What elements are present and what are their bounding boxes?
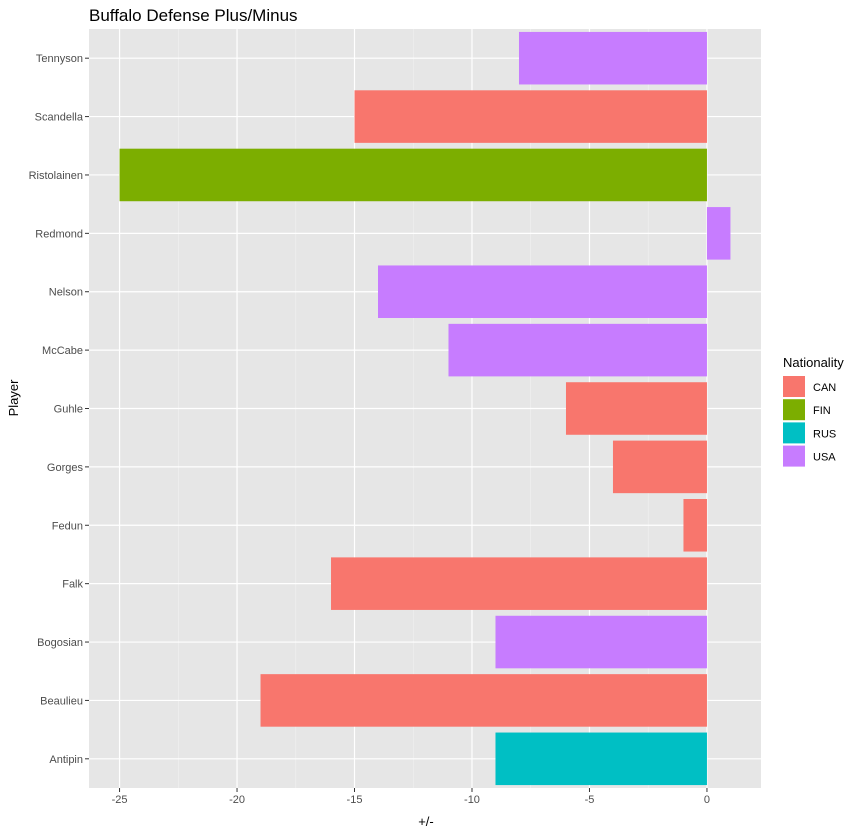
legend-label: FIN: [813, 405, 831, 417]
y-tick-label: Falk: [62, 579, 83, 591]
y-tick-label: Gorges: [47, 462, 84, 474]
x-axis-title: +/-: [418, 814, 434, 829]
x-tick-label: -20: [229, 794, 245, 806]
legend-title: Nationality: [783, 355, 844, 370]
legend: Nationality CAN FIN RUS USA: [783, 355, 844, 467]
bar-gorges: [612, 440, 707, 494]
legend-label: RUS: [813, 428, 836, 440]
legend-key-rus: [783, 422, 805, 444]
bar-redmond: [706, 207, 731, 260]
y-tick-label: Bogosian: [37, 637, 83, 649]
y-axis-title: Player: [6, 379, 21, 417]
y-tick-label: Ristolainen: [29, 170, 83, 182]
bar-fedun: [683, 498, 707, 552]
bar-antipin: [495, 732, 707, 786]
y-tick-label: Fedun: [52, 520, 83, 532]
bars: [119, 31, 731, 786]
bar-scandella: [354, 90, 707, 143]
y-tick-label: Beaulieu: [40, 695, 83, 707]
bar-bogosian: [495, 615, 707, 669]
x-tick-label: -15: [347, 794, 363, 806]
y-axis-ticks: Tennyson Scandella Ristolainen Redmond Nelso…: [29, 53, 89, 766]
y-tick-label: McCabe: [42, 345, 83, 357]
bar-beaulieu: [260, 674, 707, 727]
x-tick-label: 0: [704, 794, 710, 806]
legend-label: CAN: [813, 382, 836, 394]
x-tick-label: -5: [585, 794, 595, 806]
x-tick-label: -10: [464, 794, 480, 806]
chart-title: Buffalo Defense Plus/Minus: [89, 6, 298, 25]
bar-tennyson: [518, 31, 707, 85]
bar-ristolainen: [119, 148, 707, 202]
x-tick-label: -25: [112, 794, 128, 806]
bar-mccabe: [448, 323, 707, 377]
x-axis-ticks: -25 -20 -15 -10 -5 0: [112, 788, 710, 806]
legend-key-fin: [783, 399, 805, 421]
y-tick-label: Scandella: [35, 112, 84, 124]
y-tick-label: Guhle: [54, 404, 83, 416]
bar-falk: [331, 557, 707, 610]
bar-nelson: [378, 265, 707, 319]
legend-key-usa: [783, 445, 805, 467]
y-tick-label: Nelson: [49, 287, 83, 299]
y-tick-label: Antipin: [49, 754, 83, 766]
legend-label: USA: [813, 452, 836, 464]
legend-key-can: [783, 376, 805, 397]
bar-guhle: [565, 382, 707, 435]
y-tick-label: Redmond: [35, 228, 83, 240]
y-tick-label: Tennyson: [36, 53, 83, 65]
